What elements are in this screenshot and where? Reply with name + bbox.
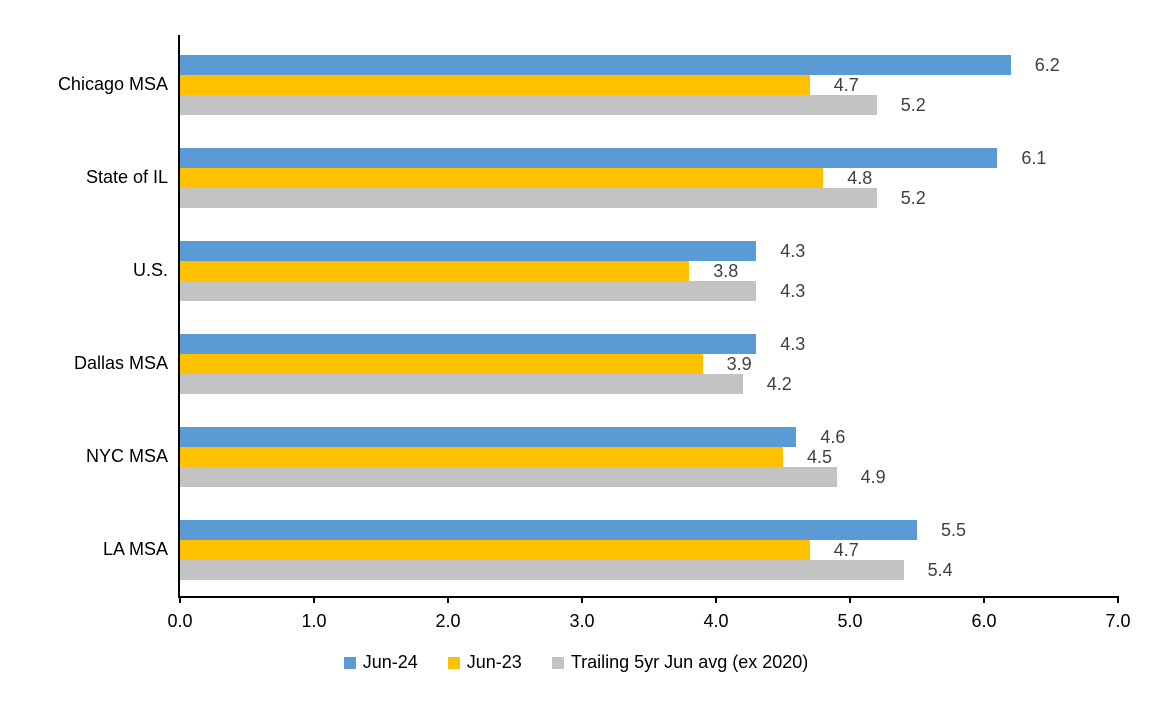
legend-label-jun-23: Jun-23	[466, 652, 522, 672]
x-tick-mark-4-0	[715, 596, 717, 603]
category-label-la-msa: LA MSA	[102, 538, 168, 559]
x-tick-label-3-0: 3.0	[569, 611, 595, 631]
x-tick-mark-0-0	[179, 596, 181, 603]
legend-item-jun-24: Jun-24	[343, 652, 418, 673]
value-label-jun-24-state-of-il: 6.1	[1021, 147, 1047, 168]
category-label-state-of-il: State of IL	[85, 166, 168, 187]
legend-item-jun-23: Jun-23	[447, 652, 522, 673]
category-label-chicago-msa: Chicago MSA	[57, 73, 168, 94]
bar-jun-24-dallas-msa	[180, 333, 757, 354]
legend: Jun-24 Jun-23 Trailing 5yr Jun avg (ex 202…	[0, 652, 1152, 673]
value-label-jun-23-dallas-msa: 3.9	[726, 353, 752, 374]
legend-item-trailing-5yr-jun-avg-ex-2020: Trailing 5yr Jun avg (ex 2020)	[551, 652, 809, 673]
x-tick-label-6-0: 6.0	[971, 611, 997, 631]
x-tick-mark-6-0	[983, 596, 985, 603]
value-label-jun-24-chicago-msa: 6.2	[1034, 54, 1060, 75]
bar-jun-24-state-of-il	[180, 147, 998, 168]
bar-trailing-5yr-jun-avg-ex-2020-u-s	[180, 280, 757, 301]
x-tick-label-5-0: 5.0	[837, 611, 863, 631]
bar-trailing-5yr-jun-avg-ex-2020-nyc-msa	[180, 466, 837, 487]
y-axis-line	[178, 35, 180, 598]
category-label-dallas-msa: Dallas MSA	[73, 352, 168, 373]
x-tick-label-1-0: 1.0	[301, 611, 327, 631]
value-label-jun-24-nyc-msa: 4.6	[820, 426, 846, 447]
legend-swatch-icon-trailing-5yr-jun-avg-ex-2020	[551, 656, 564, 669]
x-tick-label-4-0: 4.0	[703, 611, 729, 631]
x-axis-line	[178, 596, 1118, 598]
value-label-trailing-5yr-jun-avg-ex-2020-u-s: 4.3	[780, 280, 806, 301]
bar-jun-24-u-s	[180, 240, 757, 261]
value-label-jun-24-dallas-msa: 4.3	[780, 333, 806, 354]
legend-label-jun-24: Jun-24	[362, 652, 418, 672]
value-label-trailing-5yr-jun-avg-ex-2020-state-of-il: 5.2	[900, 187, 926, 208]
value-label-trailing-5yr-jun-avg-ex-2020-nyc-msa: 4.9	[860, 466, 886, 487]
value-label-trailing-5yr-jun-avg-ex-2020-dallas-msa: 4.2	[766, 373, 792, 394]
value-label-jun-23-u-s: 3.8	[713, 260, 739, 281]
legend-swatch-icon-jun-24	[343, 656, 356, 669]
bar-jun-24-nyc-msa	[180, 426, 797, 447]
value-label-jun-24-u-s: 4.3	[780, 240, 806, 261]
value-label-trailing-5yr-jun-avg-ex-2020-la-msa: 5.4	[927, 559, 953, 580]
bar-trailing-5yr-jun-avg-ex-2020-la-msa	[180, 559, 904, 580]
legend-swatch-icon-jun-23	[447, 656, 460, 669]
x-tick-mark-3-0	[581, 596, 583, 603]
x-tick-mark-5-0	[849, 596, 851, 603]
value-label-jun-24-la-msa: 5.5	[941, 519, 967, 540]
x-tick-label-0-0: 0.0	[167, 611, 193, 631]
bar-jun-23-u-s	[180, 260, 690, 281]
bar-jun-24-la-msa	[180, 519, 917, 540]
bar-jun-24-chicago-msa	[180, 54, 1011, 75]
plot-area: 6.2 4.7 5.2 6.1 4.8 5.2 4.3 3.8 4.3 4.3 3.9 4.2 4.6 4…	[178, 35, 1118, 598]
bar-jun-23-la-msa	[180, 539, 810, 560]
bar-jun-23-chicago-msa	[180, 74, 810, 95]
bar-jun-23-dallas-msa	[180, 353, 703, 374]
value-label-trailing-5yr-jun-avg-ex-2020-chicago-msa: 5.2	[900, 94, 926, 115]
bar-jun-23-nyc-msa	[180, 446, 783, 467]
x-tick-mark-7-0	[1117, 596, 1119, 603]
x-tick-label-2-0: 2.0	[435, 611, 461, 631]
x-tick-label-7-0: 7.0	[1105, 611, 1131, 631]
value-label-jun-23-state-of-il: 4.8	[847, 167, 873, 188]
value-label-jun-23-nyc-msa: 4.5	[807, 446, 833, 467]
category-label-nyc-msa: NYC MSA	[85, 445, 168, 466]
bar-trailing-5yr-jun-avg-ex-2020-state-of-il	[180, 187, 877, 208]
bar-jun-23-state-of-il	[180, 167, 824, 188]
legend-label-trailing-5yr-jun-avg-ex-2020: Trailing 5yr Jun avg (ex 2020)	[570, 652, 809, 672]
x-tick-mark-2-0	[447, 596, 449, 603]
bar-trailing-5yr-jun-avg-ex-2020-dallas-msa	[180, 373, 743, 394]
category-label-u-s: U.S.	[132, 259, 168, 280]
bar-trailing-5yr-jun-avg-ex-2020-chicago-msa	[180, 94, 877, 115]
value-label-jun-23-chicago-msa: 4.7	[833, 74, 859, 95]
value-label-jun-23-la-msa: 4.7	[833, 539, 859, 560]
x-tick-mark-1-0	[313, 596, 315, 603]
